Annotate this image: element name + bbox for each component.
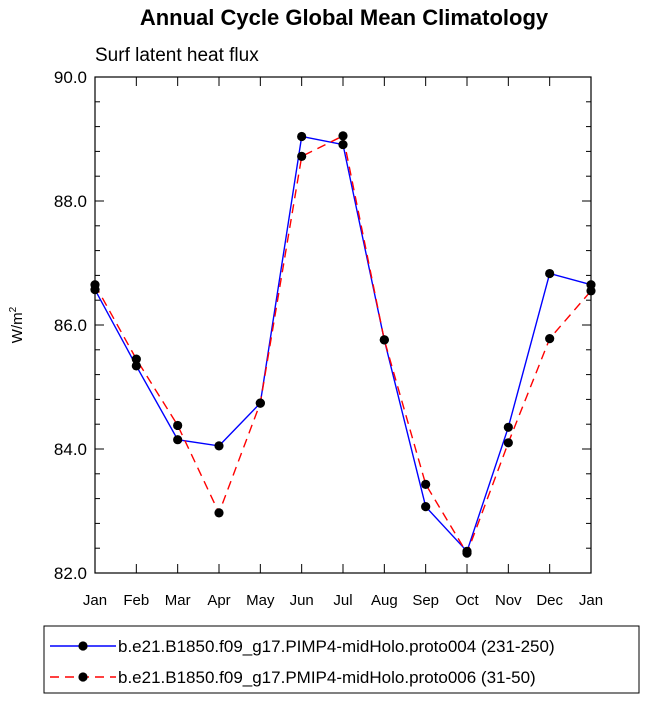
legend-label-1: b.e21.B1850.f09_g17.PIMP4-midHolo.proto0… (118, 637, 555, 656)
x-tick-label: Apr (207, 592, 230, 609)
series-2-point (462, 548, 472, 558)
series-1-point (173, 435, 183, 445)
y-tick-label: 84.0 (54, 440, 87, 459)
svg-text:W/m2: W/m2 (8, 306, 26, 343)
x-tick-label: Nov (495, 592, 522, 609)
x-tick-label: Mar (165, 592, 191, 609)
series-1-point (421, 502, 431, 512)
series-2-point (545, 334, 555, 344)
series-2-point (90, 280, 100, 290)
series-1-point (503, 422, 513, 432)
x-tick-label: Oct (455, 592, 479, 609)
series-2-point (379, 335, 389, 345)
series-group (90, 131, 596, 558)
series-2-point (131, 354, 141, 364)
y-axis-label-text: W/m (9, 312, 26, 343)
legend-marker-2 (78, 672, 88, 682)
series-2-point (214, 508, 224, 518)
series-2-point (297, 151, 307, 161)
chart-subtitle: Surf latent heat flux (95, 45, 259, 66)
series-2-point (421, 479, 431, 489)
y-tick-label: 82.0 (54, 564, 87, 583)
y-axis-label: W/m2 (8, 306, 26, 343)
x-tick-label: Jun (290, 592, 314, 609)
x-tick-label: Sep (412, 592, 439, 609)
y-tick-label: 90.0 (54, 68, 87, 87)
y-axis-label-superscript: 2 (8, 306, 19, 312)
series-line-2 (94, 134, 592, 555)
x-tick-label: Aug (371, 592, 398, 609)
x-tick-label: May (246, 592, 275, 609)
y-tick-label: 88.0 (54, 192, 87, 211)
series-2-point (503, 438, 513, 448)
series-1-point (214, 441, 224, 451)
series-1-point (338, 139, 348, 150)
plot-frame (94, 76, 592, 574)
series-2-point (173, 420, 183, 431)
series-2-point (255, 398, 265, 408)
x-ticks: Jan Feb Mar Apr May Jun Jul Aug Sep Oct Nov Dec Jan (83, 77, 603, 609)
legend-marker-1 (78, 641, 88, 651)
series-line-1 (94, 135, 592, 553)
legend-items: b.e21.B1850.f09_g17.PIMP4-midHolo.proto0… (50, 637, 555, 687)
x-tick-label: Dec (536, 592, 563, 609)
x-tick-label: Jan (579, 592, 603, 609)
x-tick-label: Jan (83, 592, 107, 609)
legend-box (43, 625, 640, 694)
series-2-point (338, 131, 348, 141)
x-tick-label: Feb (123, 592, 149, 609)
legend: b.e21.B1850.f09_g17.PIMP4-midHolo.proto0… (43, 625, 640, 694)
series-1-point (545, 268, 555, 279)
series-2-point (586, 286, 596, 296)
series-1-point (131, 361, 141, 371)
y-ticks: 82.0 84.0 86.0 88.0 90.0 (54, 68, 591, 583)
series-1-point (297, 131, 307, 142)
y-tick-label: 86.0 (54, 316, 87, 335)
legend-label-2: b.e21.B1850.f09_g17.PMIP4-midHolo.proto0… (118, 668, 536, 687)
x-tick-label: Jul (333, 592, 352, 609)
chart-title: Annual Cycle Global Mean Climatology (140, 5, 549, 30)
